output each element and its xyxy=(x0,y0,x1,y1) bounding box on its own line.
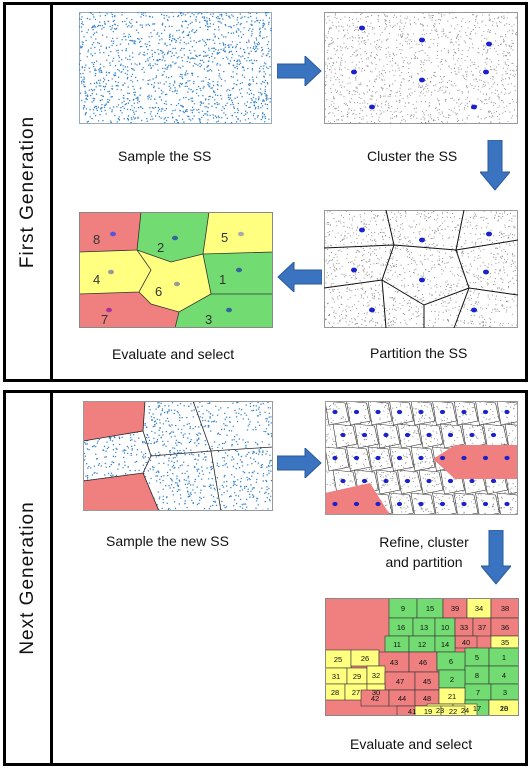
refined-partition-plot xyxy=(325,401,518,515)
svg-text:6: 6 xyxy=(155,284,162,299)
right-arrow-icon xyxy=(277,448,323,478)
svg-text:7: 7 xyxy=(101,312,108,327)
caption-refine-line1: Refine, cluster xyxy=(379,534,469,550)
new-sampled-space-plot xyxy=(83,401,273,511)
clustered-space-plot xyxy=(324,12,518,124)
svg-text:3: 3 xyxy=(205,312,212,327)
caption-partition: Partition the SS xyxy=(370,345,468,361)
sampled-space-plot xyxy=(79,12,272,124)
caption-evaluate: Evaluate and select xyxy=(112,346,235,362)
svg-text:4: 4 xyxy=(93,272,100,287)
refined-evaluated-regions-map: 9 15 39 34 38 16 13 10 33 37 36 40 35 11 12 14 5 1 25 26 43 4… xyxy=(325,598,519,716)
svg-text:2: 2 xyxy=(157,240,164,255)
caption-cluster: Cluster the SS xyxy=(367,148,458,164)
partitioned-space-plot xyxy=(324,210,518,328)
next-generation-panel: Next Generation xyxy=(3,390,528,766)
down-arrow-icon xyxy=(481,530,511,586)
first-generation-sidebar: First Generation xyxy=(6,5,53,379)
caption-sample-new: Sample the new SS xyxy=(106,533,229,549)
caption-refine-line2: and partition xyxy=(385,554,463,570)
caption-evaluate-new: Evaluate and select xyxy=(350,736,473,752)
svg-text:5: 5 xyxy=(221,230,228,245)
down-arrow-icon xyxy=(480,140,510,192)
first-generation-panel: First Generation xyxy=(3,2,528,382)
next-generation-label: Next Generation xyxy=(17,501,38,655)
caption-refine: Refine, cluster and partition xyxy=(354,534,494,570)
svg-text:8: 8 xyxy=(93,232,100,247)
first-generation-label: First Generation xyxy=(17,115,38,269)
right-arrow-icon xyxy=(277,56,323,86)
evaluated-regions-map: 8 2 5 4 6 1 7 3 xyxy=(79,212,273,328)
svg-text:1: 1 xyxy=(219,272,226,287)
caption-sample: Sample the SS xyxy=(118,148,212,164)
next-generation-sidebar: Next Generation xyxy=(6,393,53,763)
left-arrow-icon xyxy=(276,262,322,292)
